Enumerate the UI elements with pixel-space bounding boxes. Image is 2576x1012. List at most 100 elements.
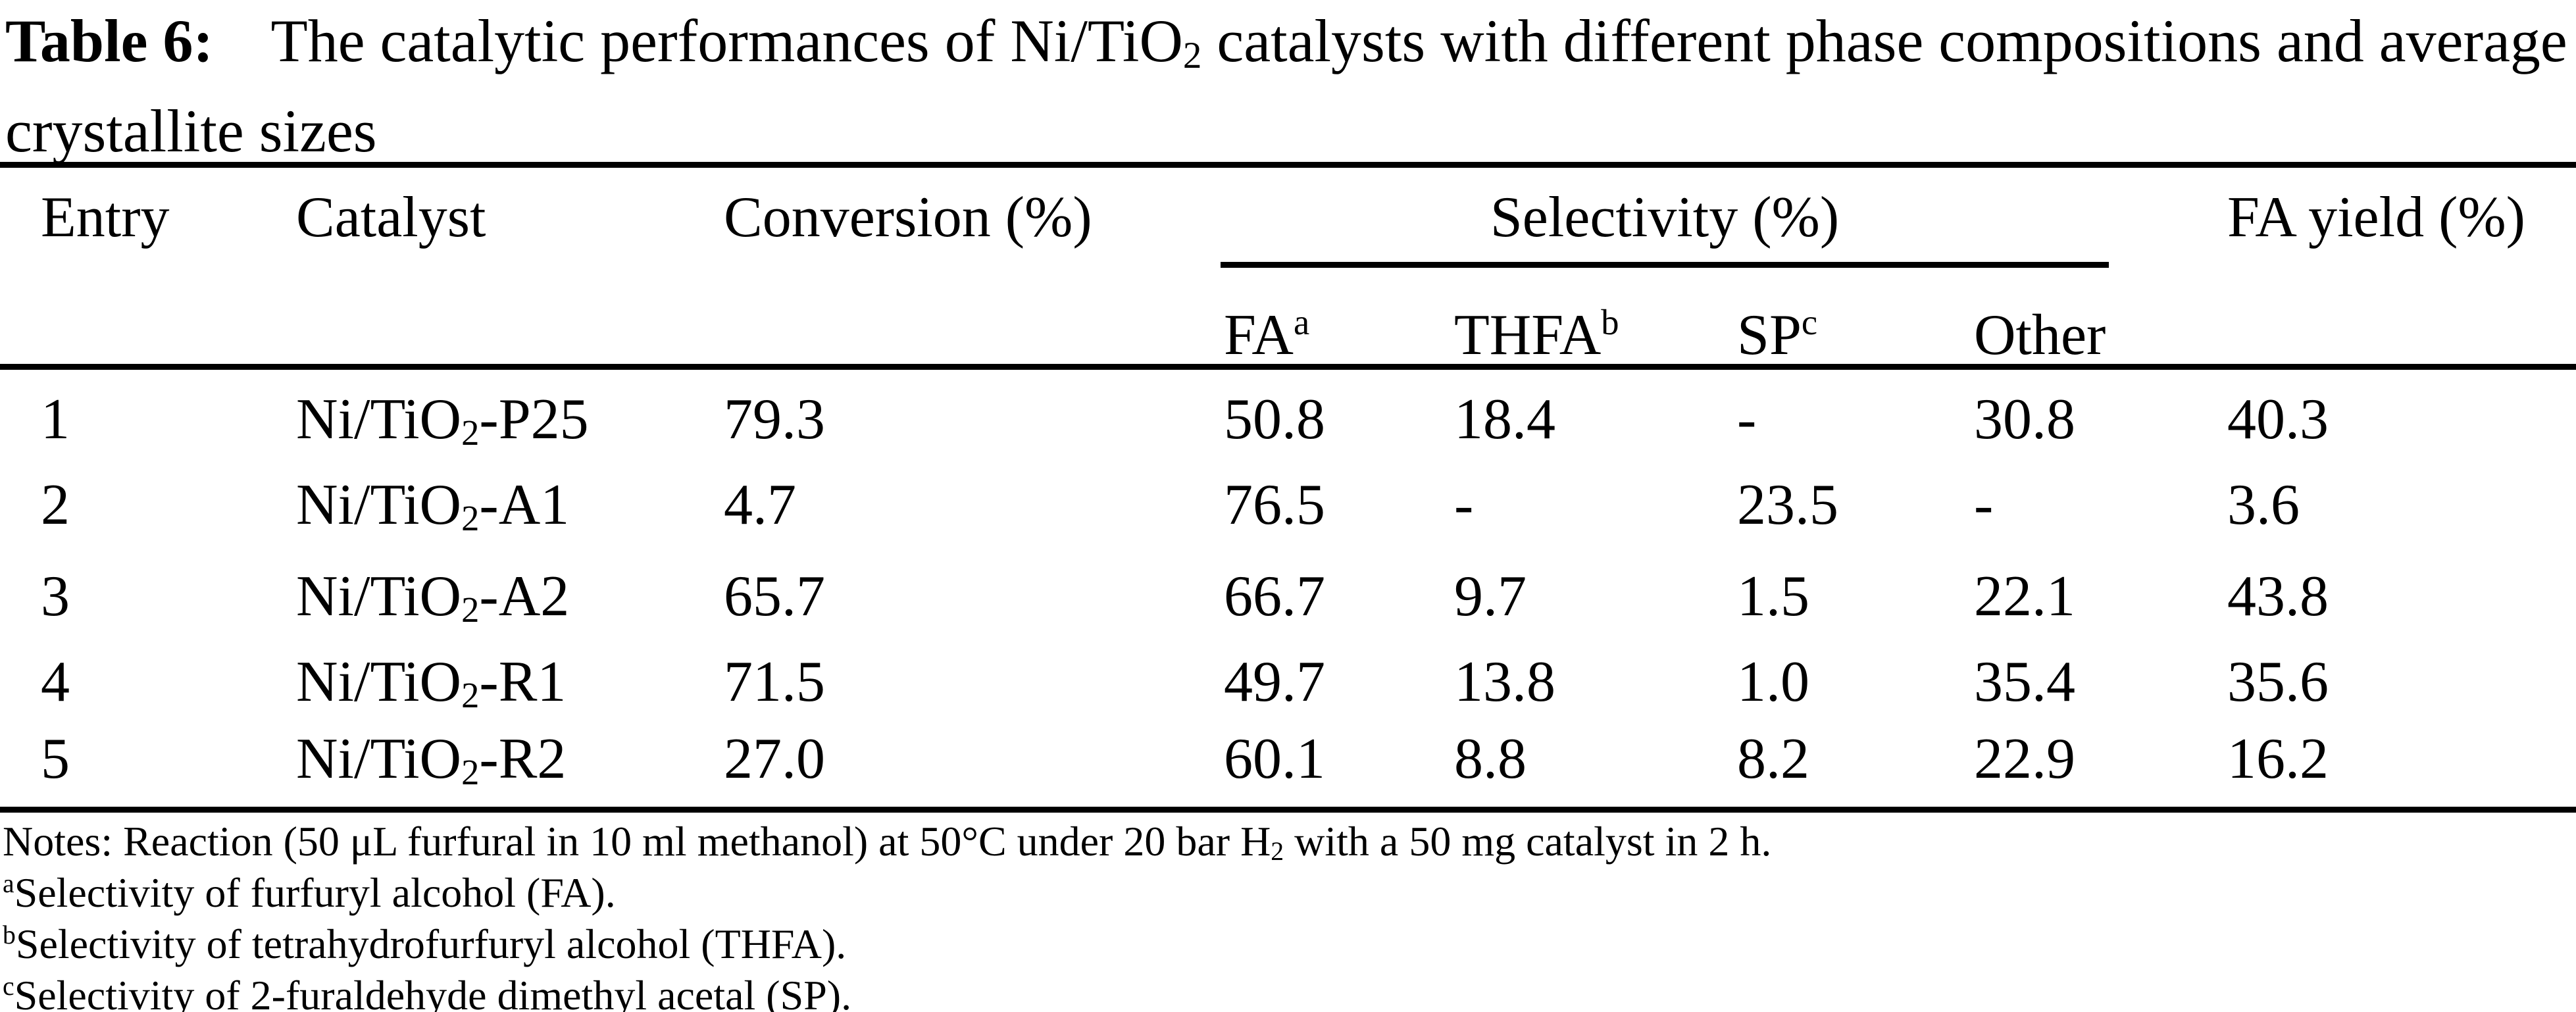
notes-line: Notes: Reaction (50 μL furfural in 10 ml… [3, 819, 2569, 870]
cell-catalyst: Ni/TiO2-R2 [296, 728, 566, 797]
header-row: Entry Catalyst Conversion (%) Selectivit… [0, 186, 2576, 249]
cell-sp: 1.5 [1737, 565, 1809, 628]
subheader-thfa-footnote-mark: b [1601, 302, 1619, 342]
catalyst-prefix: Ni/TiO [296, 473, 462, 537]
caption-text-post: catalysts with different phase compositi… [1201, 7, 2567, 74]
table-caption: Table 6: The catalytic performances of Ni… [5, 0, 2571, 172]
column-header-entry: Entry [41, 186, 170, 249]
cell-conversion: 27.0 [724, 727, 825, 791]
notes-text-post: with a 50 mg catalyst in 2 h. [1284, 818, 1772, 865]
subheader-fa-footnote-mark: a [1293, 302, 1310, 342]
table-caption-line2: crystallite sizes [5, 97, 377, 164]
subheader-thfa-label: THFA [1454, 303, 1602, 367]
footnote-c: cSelectivity of 2-furaldehyde dimethyl a… [3, 972, 2569, 1012]
subheader-sp-footnote-mark: c [1801, 302, 1818, 342]
cell-fa: 60.1 [1224, 727, 1325, 791]
cell-thfa: 8.8 [1454, 727, 1527, 791]
catalyst-prefix: Ni/TiO [296, 650, 462, 714]
cell-thfa: 18.4 [1454, 388, 1555, 451]
cell-sp: 1.0 [1737, 650, 1809, 714]
caption-subscript: 2 [1182, 35, 1202, 77]
cell-conversion: 71.5 [724, 650, 825, 714]
table-top-rule [0, 162, 2576, 168]
cell-entry: 1 [41, 388, 70, 451]
cell-sp: 23.5 [1737, 473, 1838, 537]
cell-other: - [1974, 473, 1994, 537]
cell-conversion: 79.3 [724, 388, 825, 451]
catalyst-suffix: -A2 [479, 565, 570, 628]
notes-text-pre: Notes: Reaction (50 μL furfural in 10 ml… [3, 818, 1271, 865]
catalyst-prefix: Ni/TiO [296, 565, 462, 628]
footnote-b: bSelectivity of tetrahydrofurfuryl alcoh… [3, 921, 2569, 973]
footnote-b-text: Selectivity of tetrahydrofurfuryl alcoho… [15, 921, 847, 967]
catalyst-subscript: 2 [461, 674, 480, 715]
cell-catalyst: Ni/TiO2-P25 [296, 388, 589, 458]
cell-fa: 76.5 [1224, 473, 1325, 537]
footnote-a: aSelectivity of furfuryl alcohol (FA). [3, 869, 2569, 921]
table-bottom-rule [0, 807, 2576, 813]
cell-catalyst: Ni/TiO2-R1 [296, 651, 566, 721]
cell-thfa: 13.8 [1454, 650, 1555, 714]
cell-fa: 49.7 [1224, 650, 1325, 714]
footnote-a-text: Selectivity of furfuryl alcohol (FA). [14, 869, 616, 916]
cell-fa: 66.7 [1224, 565, 1325, 628]
table-row: 5 Ni/TiO2-R2 27.0 60.1 8.8 8.2 22.9 16.2 [0, 727, 2576, 792]
cell-fa-yield: 40.3 [2227, 388, 2329, 451]
table-number-label: Table 6: [5, 7, 214, 74]
subheader-thfa: THFAb [1454, 302, 1619, 374]
column-header-catalyst: Catalyst [296, 186, 486, 249]
catalyst-suffix: -A1 [479, 473, 570, 537]
cell-other: 22.1 [1974, 565, 2075, 628]
cell-conversion: 65.7 [724, 565, 825, 628]
catalyst-subscript: 2 [461, 412, 480, 453]
cell-fa-yield: 3.6 [2227, 473, 2300, 537]
column-header-conversion: Conversion (%) [724, 186, 1092, 249]
table-row: 3 Ni/TiO2-A2 65.7 66.7 9.7 1.5 22.1 43.8 [0, 565, 2576, 630]
catalyst-subscript: 2 [461, 589, 480, 630]
table-notes: Notes: Reaction (50 μL furfural in 10 ml… [3, 819, 2569, 1012]
table-caption-line1: Table 6: The catalytic performances of Ni… [5, 0, 2571, 90]
catalyst-suffix: -R1 [479, 650, 567, 714]
header-bottom-rule [0, 364, 2576, 370]
cell-fa-yield: 43.8 [2227, 565, 2329, 628]
column-header-fa-yield: FA yield (%) [2227, 186, 2525, 249]
column-header-selectivity: Selectivity (%) [1490, 186, 1840, 249]
subheader-fa: FAa [1224, 302, 1310, 374]
subheader-sp: SPc [1737, 302, 1818, 374]
cell-conversion: 4.7 [724, 473, 796, 537]
cell-catalyst: Ni/TiO2-A1 [296, 474, 569, 544]
cell-entry: 4 [41, 650, 70, 714]
cell-other: 30.8 [1974, 388, 2075, 451]
catalyst-suffix: -P25 [479, 388, 589, 451]
cell-entry: 5 [41, 727, 70, 791]
cell-thfa: - [1454, 473, 1474, 537]
footnote-c-text: Selectivity of 2-furaldehyde dimethyl ac… [14, 972, 852, 1012]
footnote-c-mark: c [3, 972, 14, 1001]
cell-catalyst: Ni/TiO2-A2 [296, 565, 569, 635]
cell-fa-yield: 35.6 [2227, 650, 2329, 714]
catalyst-subscript: 2 [461, 751, 480, 792]
cell-other: 35.4 [1974, 650, 2075, 714]
catalyst-suffix: -R2 [479, 727, 567, 791]
table-row: 4 Ni/TiO2-R1 71.5 49.7 13.8 1.0 35.4 35.… [0, 650, 2576, 715]
subheader-other: Other [1974, 303, 2106, 367]
catalyst-prefix: Ni/TiO [296, 388, 462, 451]
cell-thfa: 9.7 [1454, 565, 1527, 628]
subheader-fa-label: FA [1224, 303, 1294, 367]
cell-sp: - [1737, 388, 1757, 451]
subheader-row: FAa THFAb SPc Other [0, 302, 2576, 367]
cell-entry: 2 [41, 473, 70, 537]
catalyst-prefix: Ni/TiO [296, 727, 462, 791]
notes-subscript: 2 [1271, 837, 1284, 867]
cell-entry: 3 [41, 565, 70, 628]
caption-text-pre: The catalytic performances of Ni/TiO [270, 7, 1183, 74]
selectivity-group-underline [1221, 262, 2109, 268]
footnote-b-mark: b [3, 921, 16, 950]
cell-sp: 8.2 [1737, 727, 1809, 791]
catalyst-subscript: 2 [461, 497, 480, 538]
subheader-sp-label: SP [1737, 303, 1802, 367]
table-row: 2 Ni/TiO2-A1 4.7 76.5 - 23.5 - 3.6 [0, 473, 2576, 538]
footnote-a-mark: a [3, 869, 14, 899]
cell-fa-yield: 16.2 [2227, 727, 2329, 791]
